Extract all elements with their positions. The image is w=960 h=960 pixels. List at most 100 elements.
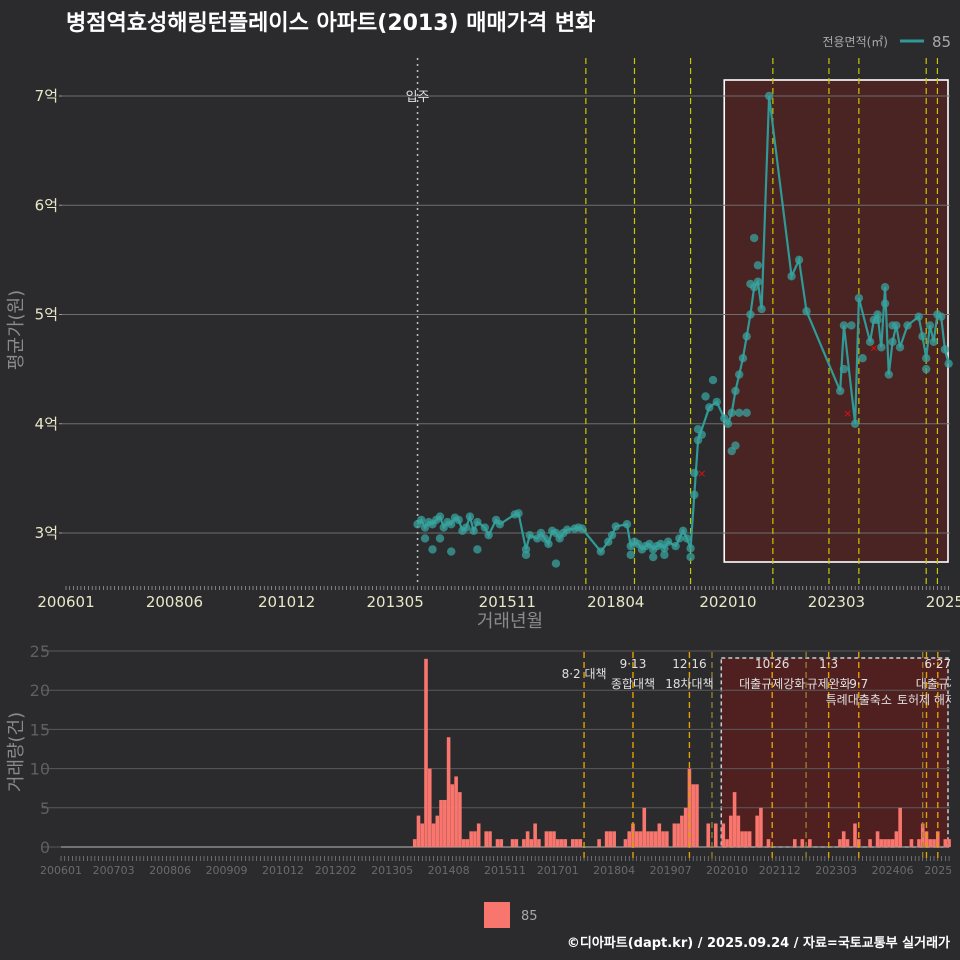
volume-bar [473, 831, 477, 847]
trade-point [738, 354, 748, 363]
trade-point [914, 312, 923, 321]
trade-point [660, 550, 669, 560]
trade-point [746, 279, 755, 289]
volume-bar [928, 839, 933, 847]
policy-annotation: 1·3 [819, 657, 838, 671]
trade-point [435, 534, 445, 543]
volume-bar [604, 831, 609, 847]
top-legend: 전용면적(㎡) 85 [822, 33, 951, 51]
trade-point [918, 332, 927, 341]
volume-bar [510, 839, 515, 847]
x-tick-label: 201701 [537, 864, 579, 877]
x-tick-label: 200601 [37, 593, 94, 611]
policy-annotation: 대출규제 [916, 677, 960, 691]
volume-bar [529, 839, 534, 847]
trade-point [678, 526, 688, 536]
trade-point [940, 345, 950, 354]
x-tick-label: 200806 [146, 593, 203, 611]
trade-point [731, 441, 740, 450]
volume-bar [755, 815, 759, 847]
volume-bar [424, 658, 428, 847]
volume-bar [476, 823, 481, 847]
trade-point [794, 255, 804, 265]
trade-point [731, 386, 740, 396]
y-tick-label: 25 [30, 642, 50, 661]
x-tick-label: 200909 [206, 864, 248, 877]
highlight-box [723, 79, 949, 563]
policy-annotation: 토허제 해제 [897, 693, 956, 707]
volume-bar [890, 839, 895, 847]
volume-bar [439, 799, 443, 847]
trade-point [922, 354, 931, 363]
x-tick-label: 201305 [366, 593, 423, 611]
trade-point [690, 490, 699, 499]
volume-bar [431, 823, 436, 847]
trade-point [835, 386, 845, 396]
volume-bar [838, 839, 842, 847]
mean-marker-x-icon: × [697, 467, 706, 480]
trade-point [461, 523, 471, 532]
trade-point [944, 359, 953, 368]
trade-point [447, 520, 456, 529]
volume-bar [623, 839, 628, 847]
mean-marker-x-icon: × [843, 407, 852, 420]
trade-point [514, 509, 523, 518]
policy-annotation: 6·27 [924, 657, 951, 671]
trade-point [428, 545, 437, 554]
volume-bar [894, 831, 899, 847]
x-tick-label: 201305 [371, 864, 413, 877]
volume-bar [446, 737, 451, 847]
trade-point [839, 321, 849, 330]
x-tick-label: 202303 [815, 864, 857, 877]
y-tick-label: 5 [40, 799, 50, 818]
trade-point [420, 534, 430, 543]
x-tick-label: 2025 [926, 593, 960, 611]
x-tick-label: 202010 [706, 864, 748, 877]
footer-credit: ©디아파트(dapt.kr) / 2025.09.24 / 자료=국토교통부 실… [567, 935, 950, 951]
trade-point [626, 550, 635, 560]
trade-point [922, 364, 931, 374]
volume-bar [691, 784, 695, 847]
volume-bar [646, 831, 650, 847]
trade-point [562, 525, 572, 534]
volume-bar [420, 823, 425, 847]
volume-bar [657, 823, 662, 847]
x-tick-label: 200601 [40, 864, 82, 877]
trade-point [888, 321, 897, 330]
trade-point [712, 397, 721, 407]
trade-point [847, 321, 856, 330]
trade-point [473, 517, 482, 527]
volume-bar [544, 831, 549, 847]
volume-bar [574, 839, 579, 847]
volume-bar [792, 839, 797, 847]
volume-bar [766, 839, 771, 847]
y-tick-label: 5억 [35, 306, 58, 324]
y-tick-label: 3억 [35, 524, 58, 542]
x-tick-label: 201012 [262, 864, 304, 877]
trade-point [727, 408, 736, 418]
y-tick-label: 6억 [35, 196, 58, 214]
volume-bar [552, 831, 556, 847]
volume-bar [883, 839, 887, 847]
trade-point [873, 315, 882, 325]
trade-point [521, 550, 531, 560]
trade-point [884, 370, 893, 379]
trade-point [622, 520, 632, 529]
trade-point [465, 512, 475, 521]
trade-point [936, 312, 946, 321]
trade-point [895, 343, 905, 352]
trade-point [607, 530, 617, 540]
trade-point [675, 534, 684, 543]
volume-bar [713, 823, 718, 847]
volume-bar [612, 831, 616, 847]
trade-point [495, 520, 505, 529]
volume-bar [932, 839, 936, 847]
trade-point [525, 530, 534, 540]
highlight-box [720, 657, 949, 848]
volume-bar [634, 831, 639, 847]
trade-point [753, 261, 763, 270]
volume-bar [578, 839, 583, 847]
volume-bar [533, 823, 537, 847]
